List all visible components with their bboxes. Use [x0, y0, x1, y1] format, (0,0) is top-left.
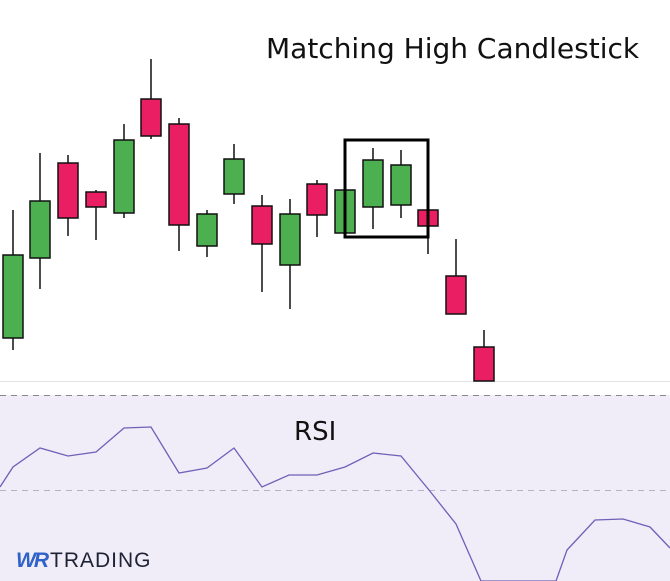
candle-body-down — [85, 191, 107, 208]
candle-body-down — [473, 346, 495, 382]
candle-body-up — [223, 158, 245, 195]
candle-body-up — [390, 164, 412, 206]
chart-title: Matching High Candlestick — [266, 32, 640, 65]
wrtrading-logo: WR TRADING — [16, 549, 152, 573]
candle-body-up — [113, 139, 135, 214]
candle-body-down — [251, 205, 273, 245]
candle-body-up — [2, 254, 24, 339]
rsi-line — [0, 426, 670, 581]
candle-body-up — [196, 213, 218, 247]
logo-trading: TRADING — [50, 549, 152, 572]
pattern-highlight-box — [343, 138, 430, 239]
rsi-label: RSI — [294, 417, 337, 447]
rsi-panel — [0, 395, 670, 581]
candle-body-down — [445, 275, 467, 315]
candle-body-down — [306, 183, 328, 216]
candle-body-down — [168, 123, 190, 226]
candle-body-up — [29, 200, 51, 259]
logo-wr: WR — [16, 549, 49, 572]
candle-body-up — [279, 213, 301, 266]
candle-body-down — [140, 98, 162, 137]
candle-body-down — [57, 162, 79, 219]
candle-body-up — [362, 159, 384, 208]
